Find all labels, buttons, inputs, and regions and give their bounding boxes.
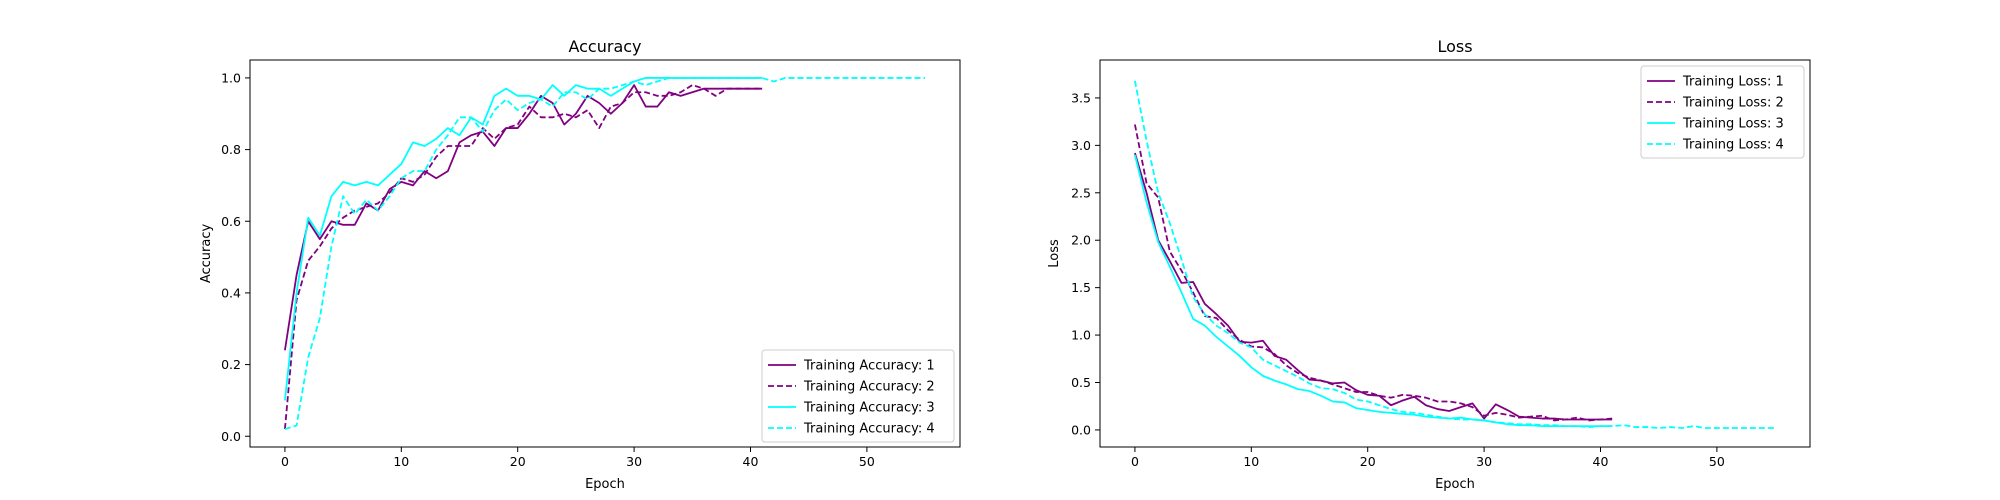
accuracy-legend-label-1: Training Accuracy: 1 [803, 359, 935, 374]
accuracy-y-tick-label: 0.0 [221, 429, 241, 444]
loss-legend-box [1640, 65, 1805, 159]
accuracy-x-tick-label: 40 [743, 454, 759, 469]
loss-y-tick-label: 3.5 [1071, 90, 1091, 105]
loss-y-tick-label: 1.0 [1071, 328, 1091, 343]
accuracy-x-tick-label: 10 [393, 454, 409, 469]
loss-y-tick-label: 2.5 [1071, 185, 1091, 200]
loss-legend-label-3: Training Loss: 3 [1682, 117, 1784, 132]
loss-legend-label-4: Training Loss: 4 [1682, 138, 1784, 153]
accuracy-legend-box [761, 349, 955, 443]
accuracy-chart-title: Accuracy [568, 37, 641, 56]
accuracy-series-line-2 [284, 84, 763, 430]
accuracy-legend-label-2: Training Accuracy: 2 [803, 380, 935, 395]
loss-chart: Loss Epoch Loss 0 10 20 30 40 50 0.0 0.5 1.0 1.5 2… [1047, 37, 1811, 492]
loss-series-line-1 [1134, 152, 1613, 421]
loss-legend: Training Loss: 1 Training Loss: 2 Training… [1640, 65, 1805, 159]
loss-legend-label-2: Training Loss: 2 [1682, 96, 1784, 111]
loss-series-line-3 [1134, 154, 1613, 428]
loss-y-axis-label: Loss [1047, 239, 1062, 268]
accuracy-y-tick-label: 0.6 [221, 214, 241, 229]
loss-y-tick-label: 2.0 [1071, 233, 1091, 248]
accuracy-x-tick-label: 0 [281, 454, 289, 469]
accuracy-legend-label-3: Training Accuracy: 3 [803, 401, 935, 416]
accuracy-y-tick-label: 1.0 [221, 70, 241, 85]
accuracy-y-tick-label: 0.2 [221, 357, 241, 372]
accuracy-legend: Training Accuracy: 1 Training Accuracy: 2… [761, 349, 955, 443]
loss-chart-title: Loss [1437, 37, 1472, 56]
accuracy-legend-label-4: Training Accuracy: 4 [803, 422, 935, 437]
accuracy-x-tick-label: 30 [626, 454, 642, 469]
accuracy-series-line-1 [284, 84, 763, 351]
loss-series-line-2 [1134, 124, 1613, 422]
loss-x-tick-label: 30 [1476, 454, 1492, 469]
accuracy-y-tick-label: 0.4 [221, 285, 241, 300]
accuracy-x-tick-label: 20 [510, 454, 526, 469]
accuracy-ticks: 0 10 20 30 40 50 0.0 0.2 0.4 0.6 0.8 1.0 [221, 70, 875, 469]
accuracy-y-axis-label: Accuracy [199, 224, 214, 284]
loss-ticks: 0 10 20 30 40 50 0.0 0.5 1.0 1.5 2.0 2.5 3.0 3.5 [1071, 90, 1725, 469]
loss-y-tick-label: 1.5 [1071, 280, 1091, 295]
loss-y-tick-label: 0.5 [1071, 375, 1091, 390]
loss-x-tick-label: 0 [1131, 454, 1139, 469]
loss-y-tick-label: 3.0 [1071, 138, 1091, 153]
loss-legend-label-1: Training Loss: 1 [1682, 75, 1784, 90]
loss-series-line-4 [1134, 80, 1776, 429]
loss-x-tick-label: 50 [1709, 454, 1725, 469]
accuracy-series-line-4 [284, 77, 926, 430]
loss-x-axis-label: Epoch [1435, 477, 1475, 492]
accuracy-chart: Accuracy Epoch Accuracy 0 10 20 30 40 50 0.0 0.… [199, 37, 961, 492]
loss-x-tick-label: 20 [1360, 454, 1376, 469]
accuracy-x-axis-label: Epoch [585, 477, 625, 492]
loss-x-tick-label: 40 [1593, 454, 1609, 469]
loss-y-tick-label: 0.0 [1071, 422, 1091, 437]
accuracy-series [284, 77, 926, 430]
loss-series [1134, 80, 1776, 429]
loss-x-tick-label: 10 [1243, 454, 1259, 469]
accuracy-y-tick-label: 0.8 [221, 142, 241, 157]
accuracy-x-tick-label: 50 [859, 454, 875, 469]
